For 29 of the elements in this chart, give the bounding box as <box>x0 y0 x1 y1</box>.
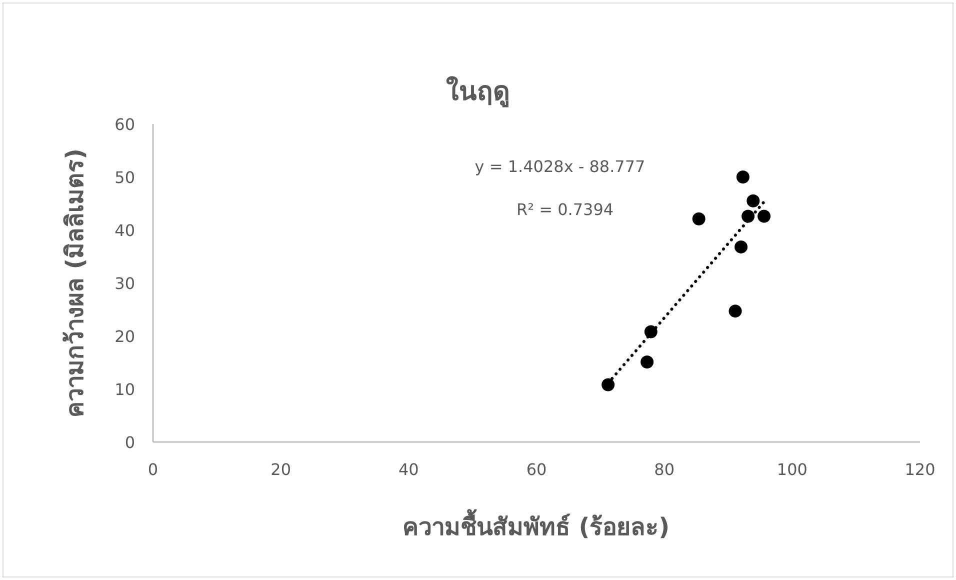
x-tick-label: 80 <box>654 460 675 479</box>
x-tick-label: 40 <box>398 460 419 479</box>
point <box>746 194 760 208</box>
y-axis-title: ความกว้างผล (มิลลิเมตร) <box>61 148 89 418</box>
point <box>644 325 658 338</box>
x-axis-title: ความชื้นสัมพัทธ์ (ร้อยละ) <box>402 508 670 541</box>
point <box>758 210 771 223</box>
chart-title: ในฤดู <box>446 76 510 108</box>
annotation: y = 1.4028x - 88.777 <box>474 157 646 176</box>
annotation: R² = 0.7394 <box>516 200 614 219</box>
x-tick-label: 60 <box>526 460 547 479</box>
y-tick-label: 50 <box>114 168 135 187</box>
point <box>640 355 654 368</box>
point <box>736 170 750 184</box>
point <box>734 240 748 254</box>
x-tick-label: 120 <box>904 460 936 479</box>
y-tick-label: 60 <box>114 115 135 134</box>
x-tick-label: 0 <box>148 460 158 479</box>
point <box>742 210 755 223</box>
point <box>728 304 742 318</box>
y-tick-label: 10 <box>114 380 135 399</box>
point <box>692 212 706 226</box>
point <box>602 378 615 392</box>
x-tick-label: 20 <box>270 460 292 479</box>
y-tick-label: 20 <box>114 327 135 346</box>
x-tick-label: 100 <box>776 460 808 479</box>
y-tick-label: 0 <box>124 433 135 452</box>
y-tick-label: 40 <box>114 221 135 240</box>
y-tick-label: 30 <box>114 274 135 293</box>
